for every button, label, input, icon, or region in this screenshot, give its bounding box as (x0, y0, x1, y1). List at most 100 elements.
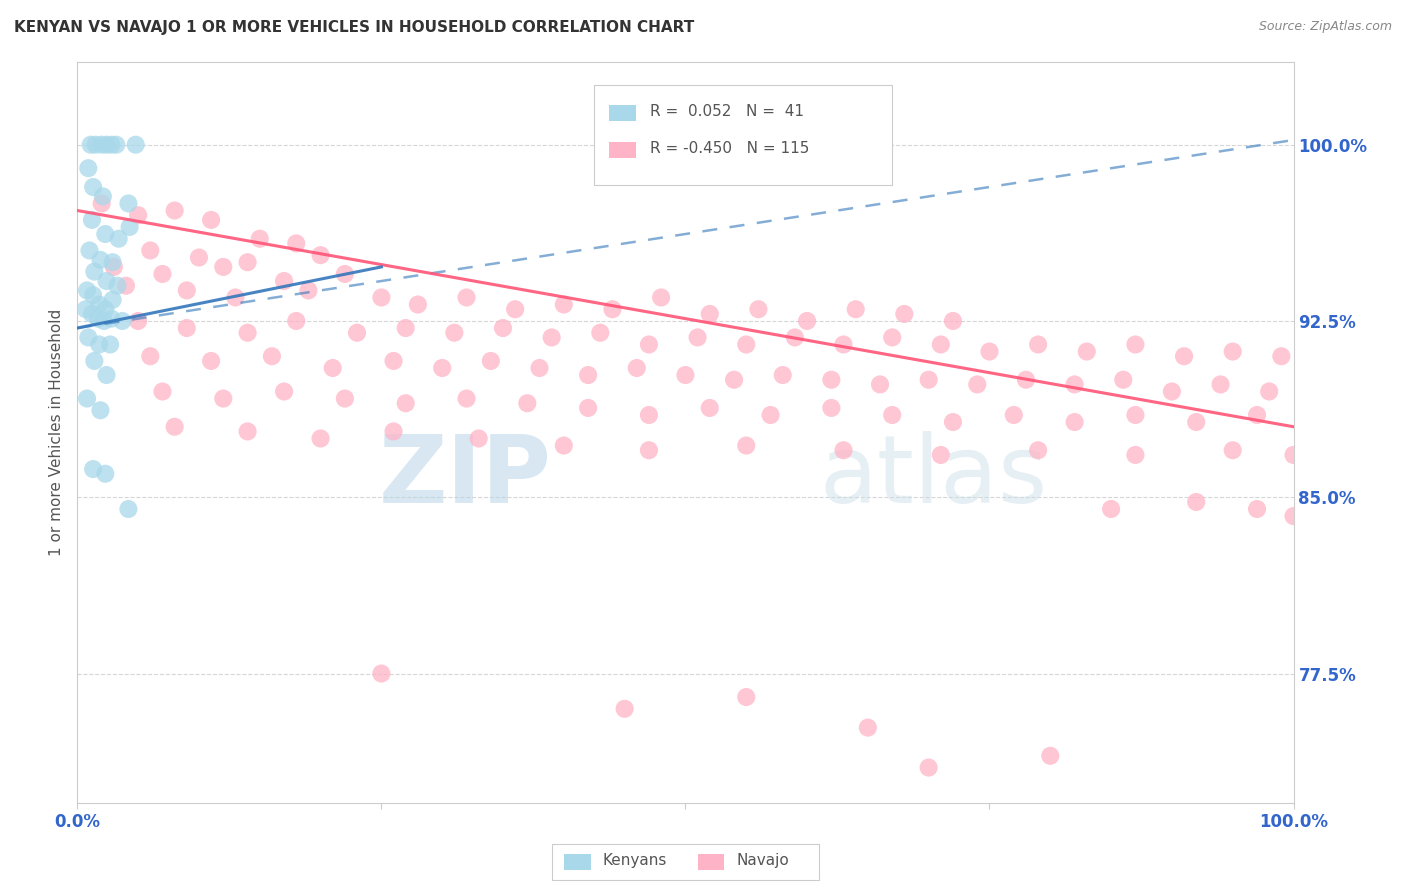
Point (89, 337, 111, 351)
Point (529, 361, 551, 376)
Point (236, 425, 259, 439)
Point (152, 384, 174, 399)
Point (96, 368, 118, 382)
Point (93, 314, 115, 328)
Point (516, 396, 538, 410)
Point (1222, 344, 1244, 359)
Point (382, 425, 405, 439)
Point (979, 344, 1001, 359)
Point (638, 443, 661, 458)
Point (735, 690, 758, 704)
Point (1282, 448, 1305, 462)
Point (1246, 502, 1268, 516)
Point (1185, 495, 1208, 509)
Point (1125, 448, 1147, 462)
Point (1282, 509, 1305, 524)
Point (918, 760, 941, 774)
Point (820, 373, 842, 387)
Point (127, 314, 149, 328)
FancyBboxPatch shape (609, 104, 636, 121)
Point (82, 462, 104, 476)
Point (638, 408, 661, 422)
Point (492, 321, 515, 335)
Point (76, 392, 98, 406)
Point (613, 702, 636, 716)
Point (94, 467, 117, 481)
Point (430, 361, 453, 376)
Point (576, 401, 599, 415)
Point (285, 314, 308, 328)
Point (1222, 443, 1244, 458)
Point (395, 396, 418, 410)
Point (118, 219, 141, 234)
Point (200, 354, 222, 368)
Point (1161, 384, 1184, 399)
Point (382, 354, 405, 368)
Point (699, 401, 721, 415)
Point (796, 314, 818, 328)
Point (735, 438, 758, 452)
Point (626, 361, 648, 376)
Text: R = -0.450   N = 115: R = -0.450 N = 115 (650, 141, 810, 156)
Text: Navajo: Navajo (737, 853, 789, 868)
Point (90, 137, 112, 152)
Point (127, 208, 149, 222)
Point (91, 189, 114, 203)
Point (395, 321, 418, 335)
Point (163, 203, 186, 218)
Point (467, 432, 489, 446)
Point (882, 408, 904, 422)
Point (94, 302, 117, 317)
Y-axis label: 1 or more Vehicles in Household: 1 or more Vehicles in Household (49, 309, 65, 557)
Text: R =  0.052   N =  41: R = 0.052 N = 41 (650, 103, 804, 119)
Point (105, 137, 128, 152)
Point (942, 415, 965, 429)
Point (1258, 384, 1281, 399)
Text: Kenyans: Kenyans (603, 853, 666, 868)
Point (759, 408, 782, 422)
Point (1076, 344, 1098, 359)
Point (540, 330, 562, 344)
Point (832, 443, 855, 458)
Text: KENYAN VS NAVAJO 1 OR MORE VEHICLES IN HOUSEHOLD CORRELATION CHART: KENYAN VS NAVAJO 1 OR MORE VEHICLES IN H… (14, 20, 695, 35)
Point (236, 255, 259, 269)
Point (602, 302, 624, 317)
Point (82, 180, 104, 194)
Point (115, 278, 138, 293)
Point (83, 265, 105, 279)
Point (686, 330, 709, 344)
Point (576, 368, 599, 382)
Point (406, 297, 429, 311)
Point (163, 419, 186, 434)
Point (107, 278, 129, 293)
Point (832, 337, 855, 351)
Point (188, 251, 211, 265)
Point (1173, 349, 1195, 363)
Point (80, 137, 103, 152)
Point (553, 438, 575, 452)
Point (589, 326, 612, 340)
Point (83, 354, 105, 368)
Text: atlas: atlas (820, 431, 1047, 523)
Point (845, 302, 868, 317)
Point (882, 330, 904, 344)
Point (638, 337, 661, 351)
FancyBboxPatch shape (551, 844, 820, 880)
Point (273, 384, 295, 399)
Point (82, 288, 104, 302)
Point (1002, 408, 1025, 422)
FancyBboxPatch shape (564, 854, 591, 871)
Point (650, 290, 672, 304)
Point (98, 337, 121, 351)
Point (370, 666, 392, 681)
Point (152, 267, 174, 281)
Point (94, 227, 117, 241)
Point (346, 326, 368, 340)
Point (553, 297, 575, 311)
Point (77, 330, 100, 344)
Point (224, 290, 246, 304)
Point (89, 297, 111, 311)
Point (1026, 443, 1049, 458)
Point (176, 284, 198, 298)
FancyBboxPatch shape (609, 142, 636, 158)
